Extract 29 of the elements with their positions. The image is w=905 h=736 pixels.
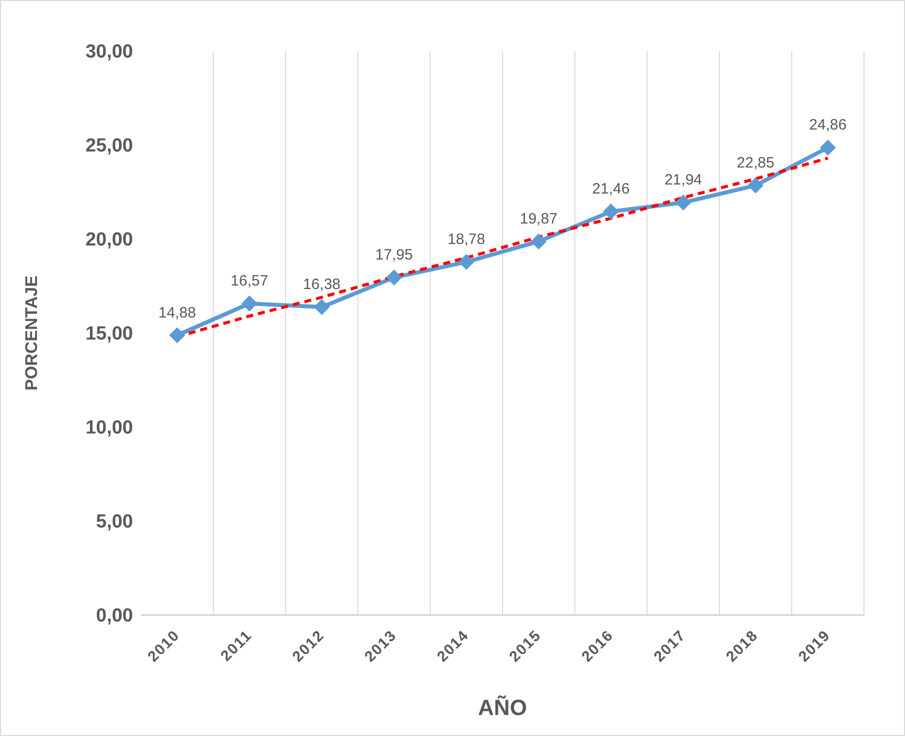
y-tick-label: 15,00 <box>85 324 133 345</box>
point <box>820 140 836 156</box>
data-label: 17,95 <box>375 246 413 264</box>
point <box>169 327 186 344</box>
y-tick-label: 10,00 <box>85 418 133 439</box>
y-tick-label: 5,00 <box>96 512 133 533</box>
point <box>602 204 619 220</box>
data-label: 14,88 <box>158 304 196 322</box>
point <box>458 254 474 270</box>
x-axis-title: AÑO <box>478 695 527 720</box>
data-label: 22,85 <box>736 154 774 172</box>
point <box>748 177 764 194</box>
point <box>314 299 330 316</box>
data-label: 24,86 <box>809 116 847 134</box>
y-tick-label: 0,00 <box>96 606 133 627</box>
data-label: 21,94 <box>664 172 702 189</box>
data-label: 18,78 <box>448 230 486 248</box>
y-axis-title: PORCENTAJE <box>22 276 42 390</box>
y-tick-label: 25,00 <box>85 136 133 157</box>
point <box>386 270 402 286</box>
y-tick-label: 30,00 <box>85 42 133 63</box>
data-label: 16,57 <box>230 272 268 290</box>
data-label: 21,46 <box>592 180 630 198</box>
y-tick-label: 20,00 <box>85 230 133 251</box>
point <box>530 233 547 250</box>
data-label: 19,87 <box>520 210 558 228</box>
point <box>675 194 692 211</box>
data-label: 16,38 <box>302 276 341 294</box>
point <box>241 295 258 312</box>
